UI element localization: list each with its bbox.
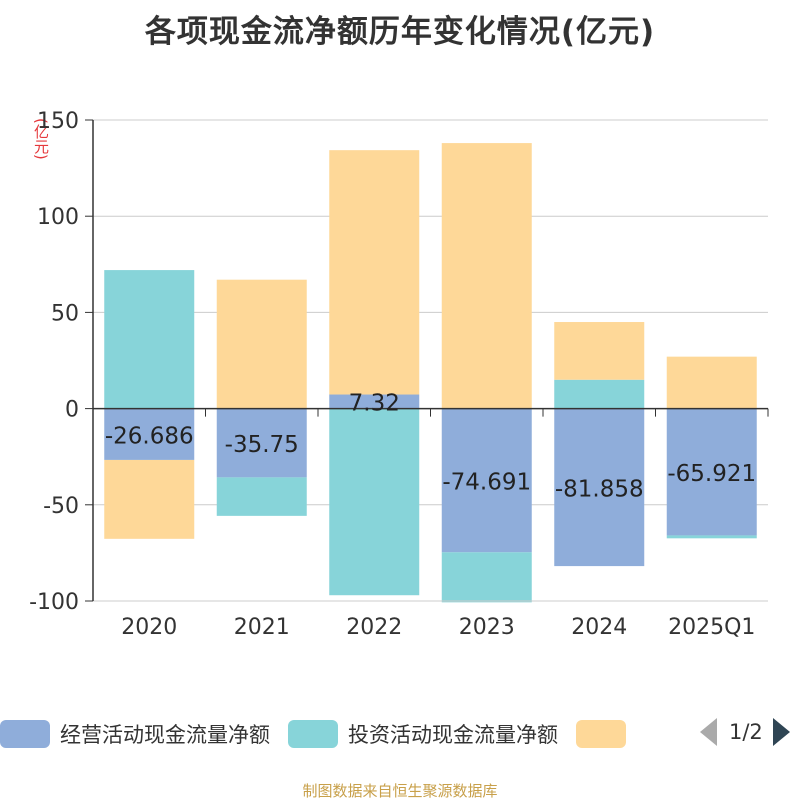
bar-segment[interactable] xyxy=(666,356,757,409)
bar-segment[interactable] xyxy=(554,379,645,409)
legend-item-financing[interactable] xyxy=(576,720,636,748)
data-source-note: 制图数据来自恒生聚源数据库 xyxy=(302,782,498,800)
bar-segment[interactable] xyxy=(104,270,195,409)
x-tick-label: 2023 xyxy=(459,615,515,640)
bar-segment[interactable] xyxy=(554,322,645,380)
legend-label-operating: 经营活动现金流量净额 xyxy=(60,723,270,747)
legend-item-investing[interactable]: 投资活动现金流量净额 xyxy=(288,719,558,749)
legend-swatch-financing xyxy=(576,720,626,748)
y-tick-label: 150 xyxy=(37,109,79,134)
bar-segment[interactable] xyxy=(329,408,420,596)
bar-segment[interactable] xyxy=(554,408,645,567)
x-tick-label: 2022 xyxy=(346,615,402,640)
y-axis-unit: (亿元) xyxy=(32,118,50,160)
legend-swatch-investing xyxy=(288,720,338,748)
bar-segment[interactable] xyxy=(666,408,757,536)
legend-pager: 1/2 xyxy=(700,718,790,746)
bar-segment[interactable] xyxy=(666,535,757,539)
y-tick-label: 0 xyxy=(65,398,79,423)
bar-value-label: -81.858 xyxy=(555,476,644,502)
bar-segment[interactable] xyxy=(441,408,532,553)
legend-swatch-operating xyxy=(0,720,50,748)
legend-label-investing: 投资活动现金流量净额 xyxy=(348,723,558,747)
bar-value-label: 7.32 xyxy=(349,391,400,417)
bar-value-label: -35.75 xyxy=(225,432,299,458)
axes: -100 -50 0 50 100 150 2020 2021 2022 2023 2024 2025… xyxy=(29,109,769,640)
bar-segment[interactable] xyxy=(329,394,420,409)
bar-value-label: -26.686 xyxy=(105,423,194,449)
legend-item-operating[interactable]: 经营活动现金流量净额 xyxy=(0,719,270,749)
bar-segment[interactable] xyxy=(104,459,195,539)
y-tick-label: 50 xyxy=(51,301,79,326)
x-tick-label: 2020 xyxy=(121,615,177,640)
y-tick-label: -100 xyxy=(29,590,79,615)
bars xyxy=(104,143,757,603)
bar-value-label: -74.691 xyxy=(442,469,531,495)
legend-next-page-icon[interactable] xyxy=(772,718,790,746)
bar-segment[interactable] xyxy=(216,279,307,409)
bar-value-label: -65.921 xyxy=(667,461,756,487)
bar-segment[interactable] xyxy=(441,552,532,603)
chart-title: 各项现金流净额历年变化情况(亿元) xyxy=(144,14,656,50)
legend-page-indicator: 1/2 xyxy=(729,720,763,744)
legend-prev-page-icon[interactable] xyxy=(700,718,717,746)
x-tick-label: 2025Q1 xyxy=(668,615,755,640)
bar-segment[interactable] xyxy=(216,408,307,478)
y-tick-label: 100 xyxy=(37,205,79,230)
legend: 经营活动现金流量净额 投资活动现金流量净额 1/2 xyxy=(0,716,800,752)
x-tick-label: 2024 xyxy=(571,615,627,640)
stacked-bar-chart: -100 -50 0 50 100 150 2020 2021 2022 2023 2024 2025… xyxy=(29,109,769,640)
bar-segment[interactable] xyxy=(104,408,195,460)
bar-labels: -26.686 -35.75 7.32 -74.691 -81.858 -65.921 xyxy=(105,391,756,503)
x-tick-label: 2021 xyxy=(234,615,290,640)
bar-segment[interactable] xyxy=(329,150,420,395)
bar-segment[interactable] xyxy=(441,143,532,409)
y-tick-label: -50 xyxy=(43,494,79,519)
bar-segment[interactable] xyxy=(216,477,307,516)
